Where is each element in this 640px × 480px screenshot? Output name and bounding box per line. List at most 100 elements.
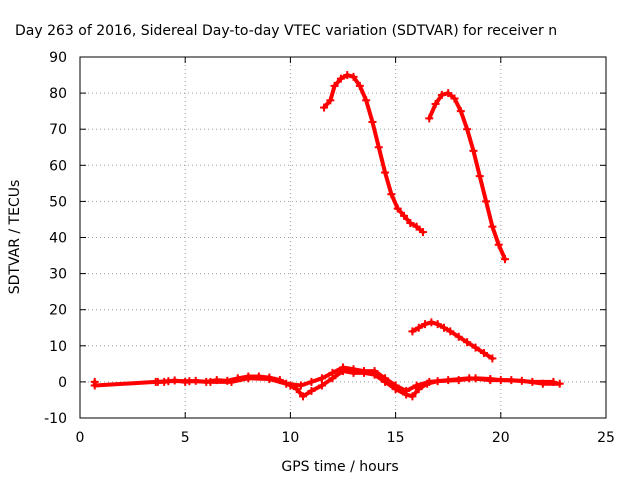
data-point — [450, 94, 459, 103]
data-point — [244, 374, 253, 383]
series-track — [425, 89, 510, 264]
data-point — [408, 392, 417, 401]
x-tick-label: 10 — [281, 430, 299, 446]
data-point — [444, 376, 453, 385]
data-point — [336, 74, 345, 83]
data-point — [507, 376, 516, 385]
data-point — [393, 204, 402, 213]
y-tick-label: 20 — [49, 303, 67, 319]
data-point — [488, 354, 497, 363]
data-point — [317, 381, 326, 390]
data-point — [406, 219, 415, 228]
data-point — [328, 368, 337, 377]
data-point — [494, 240, 503, 249]
data-point — [425, 114, 434, 123]
data-point — [456, 107, 465, 116]
data-point — [206, 377, 215, 386]
data-point — [444, 89, 453, 98]
data-point — [501, 255, 510, 264]
data-point — [326, 96, 335, 105]
data-point — [339, 363, 347, 372]
data-point — [227, 377, 236, 386]
data-point — [387, 190, 396, 199]
y-tick-label: 60 — [49, 158, 67, 174]
data-point — [317, 374, 326, 383]
data-point — [427, 318, 436, 327]
series-track — [320, 71, 427, 237]
data-point — [374, 143, 383, 152]
data-point — [153, 377, 162, 386]
y-tick-label: -10 — [44, 411, 67, 427]
x-tick-label: 15 — [387, 430, 405, 446]
x-tick-label: 5 — [181, 430, 190, 446]
data-point — [431, 99, 440, 108]
data-point — [439, 323, 448, 332]
data-point — [433, 320, 442, 329]
data-point — [408, 327, 417, 336]
data-point — [418, 228, 427, 237]
data-point — [320, 103, 329, 112]
data-point — [362, 96, 371, 105]
y-tick-label: 10 — [49, 339, 67, 355]
y-tick-label: 0 — [58, 375, 67, 391]
data-series — [90, 71, 564, 401]
data-point — [412, 222, 421, 231]
data-point — [307, 377, 316, 386]
data-point — [368, 117, 377, 126]
data-point — [482, 197, 491, 206]
data-point — [381, 374, 390, 383]
data-point — [349, 365, 358, 374]
data-point — [282, 379, 291, 388]
y-axis-label: SDTVAR / TECUs — [7, 180, 23, 295]
series-line — [427, 91, 508, 262]
data-point — [425, 377, 434, 386]
data-point — [185, 377, 194, 386]
data-point — [486, 376, 495, 385]
grid — [80, 57, 606, 418]
data-point — [479, 349, 488, 358]
data-point — [412, 381, 421, 390]
data-point — [555, 379, 564, 388]
data-point — [421, 320, 430, 329]
data-point — [265, 375, 274, 384]
series-line — [322, 73, 425, 235]
x-tick-label: 20 — [492, 430, 510, 446]
data-point — [402, 386, 411, 395]
data-point — [400, 211, 409, 220]
data-point — [299, 392, 308, 401]
data-point — [90, 381, 99, 390]
y-tick-label: 70 — [49, 122, 67, 138]
data-point — [296, 381, 305, 390]
data-point — [475, 172, 484, 181]
data-point — [469, 146, 478, 155]
data-point — [437, 90, 446, 99]
data-point — [164, 377, 173, 386]
data-point — [307, 386, 316, 395]
series-track — [153, 363, 558, 395]
data-point — [330, 81, 339, 90]
data-point — [465, 374, 474, 383]
data-point — [343, 71, 352, 80]
y-tick-label: 40 — [49, 231, 67, 247]
x-tick-label: 0 — [76, 430, 85, 446]
x-axis-label: GPS time / hours — [281, 459, 398, 475]
data-point — [528, 377, 537, 386]
data-point — [463, 125, 472, 134]
y-tick-label: 80 — [49, 86, 67, 102]
data-point — [381, 168, 390, 177]
data-point — [446, 327, 455, 336]
series-track — [408, 318, 497, 363]
x-tick-label: 25 — [597, 430, 615, 446]
data-point — [414, 323, 423, 332]
chart-title: Day 263 of 2016, Sidereal Day-to-day VTE… — [15, 23, 557, 39]
data-point — [355, 81, 364, 90]
series-track — [90, 367, 564, 401]
y-tick-label: 90 — [49, 50, 67, 66]
data-point — [370, 367, 379, 376]
data-point — [391, 381, 400, 390]
data-point — [454, 332, 463, 341]
data-point — [471, 343, 480, 352]
axis-ticks: 0 5 10 15 20 25 -10 0 10 20 30 40 50 60 70 80 90 — [44, 50, 615, 446]
data-point — [463, 338, 472, 347]
